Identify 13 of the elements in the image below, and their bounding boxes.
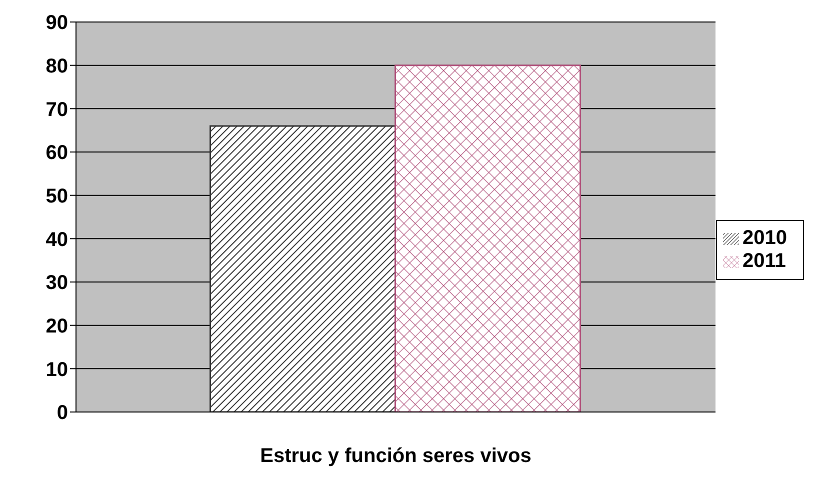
legend-label: 2011	[742, 250, 786, 272]
legend-label: 2010	[742, 227, 787, 249]
y-tick-label: 10	[46, 358, 68, 381]
y-tick-label: 80	[46, 55, 68, 78]
y-tick-label: 90	[46, 12, 68, 34]
y-tick-label: 0	[56, 402, 68, 424]
y-tick-label: 50	[46, 185, 68, 208]
x-tick-label: Estruc y función seres vivos	[260, 445, 532, 468]
y-tick-label: 20	[46, 315, 68, 338]
y-tick-label: 40	[46, 228, 68, 251]
y-tick-label: 60	[46, 142, 68, 164]
y-tick-label: 30	[46, 272, 68, 294]
y-tick-label: 70	[46, 98, 68, 121]
